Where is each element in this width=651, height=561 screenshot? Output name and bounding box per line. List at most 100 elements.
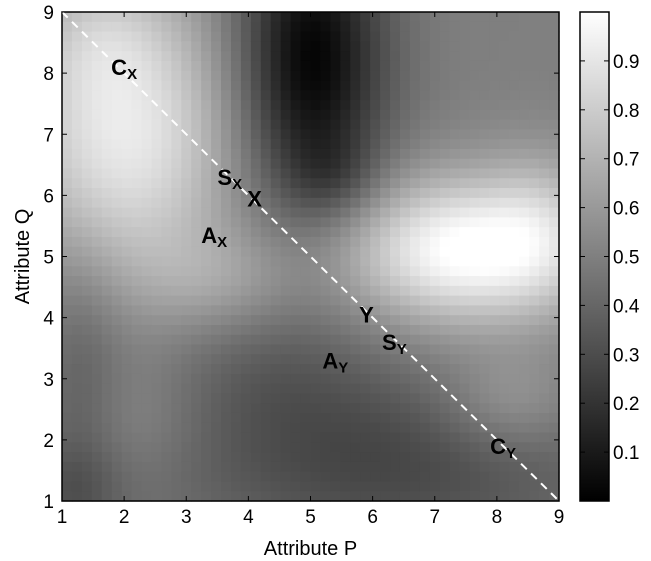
heatmap-cell <box>81 227 93 238</box>
heatmap-cell <box>399 461 411 473</box>
heatmap-cell <box>111 119 123 130</box>
heatmap-cell <box>250 168 262 179</box>
heatmap-cell <box>409 422 421 434</box>
heatmap-cell <box>390 60 401 72</box>
heatmap-cell <box>459 354 471 365</box>
colorbar-tick-label: 0.6 <box>613 199 639 220</box>
heatmap-cell <box>161 481 172 492</box>
heatmap-cell <box>62 129 73 140</box>
heatmap-cell <box>270 285 282 297</box>
heatmap-cell <box>310 129 322 140</box>
heatmap-cell <box>270 491 282 502</box>
heatmap-cell <box>429 100 441 111</box>
heatmap-cell <box>429 60 441 72</box>
heatmap-cell <box>390 305 401 316</box>
heatmap-cell <box>370 256 381 267</box>
heatmap-cell <box>419 129 431 140</box>
heatmap-cell <box>330 31 341 42</box>
heatmap-cell <box>509 442 520 453</box>
heatmap-cell <box>360 256 371 267</box>
heatmap-cell <box>310 119 322 130</box>
heatmap-cell <box>539 383 550 395</box>
heatmap-cell <box>270 481 282 492</box>
heatmap-cell <box>429 139 441 150</box>
heatmap-cell <box>340 305 351 316</box>
heatmap-cell <box>300 60 312 72</box>
heatmap-cell <box>330 41 341 52</box>
heatmap-cell <box>81 178 93 189</box>
heatmap-cell <box>240 354 252 365</box>
heatmap-cell <box>310 354 322 365</box>
heatmap-cell <box>211 491 222 502</box>
heatmap-cell <box>171 158 182 170</box>
heatmap-cell <box>151 422 162 434</box>
heatmap-cell <box>380 276 391 287</box>
heatmap-cell <box>91 80 103 91</box>
heatmap-cell <box>439 344 451 355</box>
heatmap-cell <box>429 452 441 463</box>
heatmap-cell <box>469 90 481 101</box>
heatmap-cell <box>71 158 83 170</box>
heatmap-cell <box>111 236 123 248</box>
heatmap-cell <box>360 207 371 218</box>
heatmap-cell <box>240 168 252 179</box>
heatmap-cell <box>419 324 431 336</box>
heatmap-cell <box>62 256 73 267</box>
heatmap-cell <box>101 432 113 443</box>
heatmap-cell <box>91 158 103 170</box>
heatmap-cell <box>390 364 401 375</box>
heatmap-cell <box>211 188 222 199</box>
heatmap-cell <box>549 266 560 277</box>
heatmap-cell <box>290 70 302 82</box>
heatmap-cell <box>121 403 133 414</box>
heatmap-cell <box>91 109 103 121</box>
heatmap-cell <box>419 393 431 404</box>
heatmap-cell <box>390 373 401 385</box>
heatmap-cell <box>380 168 391 179</box>
heatmap-cell <box>91 324 103 336</box>
heatmap-cell <box>131 354 143 365</box>
heatmap-cell <box>201 383 212 395</box>
heatmap-cell <box>509 129 520 140</box>
heatmap-cell <box>290 334 302 346</box>
heatmap-cell <box>131 21 143 33</box>
heatmap-cell <box>479 148 491 160</box>
heatmap-cell <box>211 21 222 33</box>
heatmap-cell <box>141 178 153 189</box>
heatmap-cell <box>419 207 431 218</box>
heatmap-cell <box>270 60 282 72</box>
heatmap-cell <box>489 481 500 492</box>
heatmap-cell <box>529 41 540 52</box>
heatmap-cell <box>320 129 331 140</box>
heatmap-cell <box>499 285 510 297</box>
heatmap-cell <box>71 90 83 101</box>
heatmap-cell <box>270 412 282 424</box>
heatmap-cell <box>370 393 381 404</box>
heatmap-cell <box>449 256 461 267</box>
colorbar-tick-label: 0.4 <box>613 296 640 317</box>
heatmap-cell <box>111 373 123 385</box>
heatmap-cell <box>250 305 262 316</box>
heatmap-cell <box>340 276 351 287</box>
heatmap-cell <box>539 324 550 336</box>
heatmap-cell <box>310 285 322 297</box>
heatmap-cell <box>221 217 232 228</box>
heatmap-cell <box>151 60 162 72</box>
heatmap-cell <box>439 295 451 306</box>
heatmap-cell <box>230 236 242 248</box>
heatmap-cell <box>439 481 451 492</box>
heatmap-cell <box>360 471 371 483</box>
heatmap-cell <box>270 246 282 258</box>
heatmap-cell <box>191 31 202 42</box>
heatmap-cell <box>171 129 182 140</box>
heatmap-cell <box>101 31 113 42</box>
heatmap-cell <box>380 422 391 434</box>
heatmap-cell <box>81 491 93 502</box>
heatmap-cell <box>519 227 530 238</box>
heatmap-cell <box>479 324 491 336</box>
heatmap-cell <box>62 393 73 404</box>
heatmap-cell <box>390 207 401 218</box>
heatmap-cell <box>419 12 431 23</box>
heatmap-cell <box>459 51 471 62</box>
heatmap-cell <box>340 188 351 199</box>
